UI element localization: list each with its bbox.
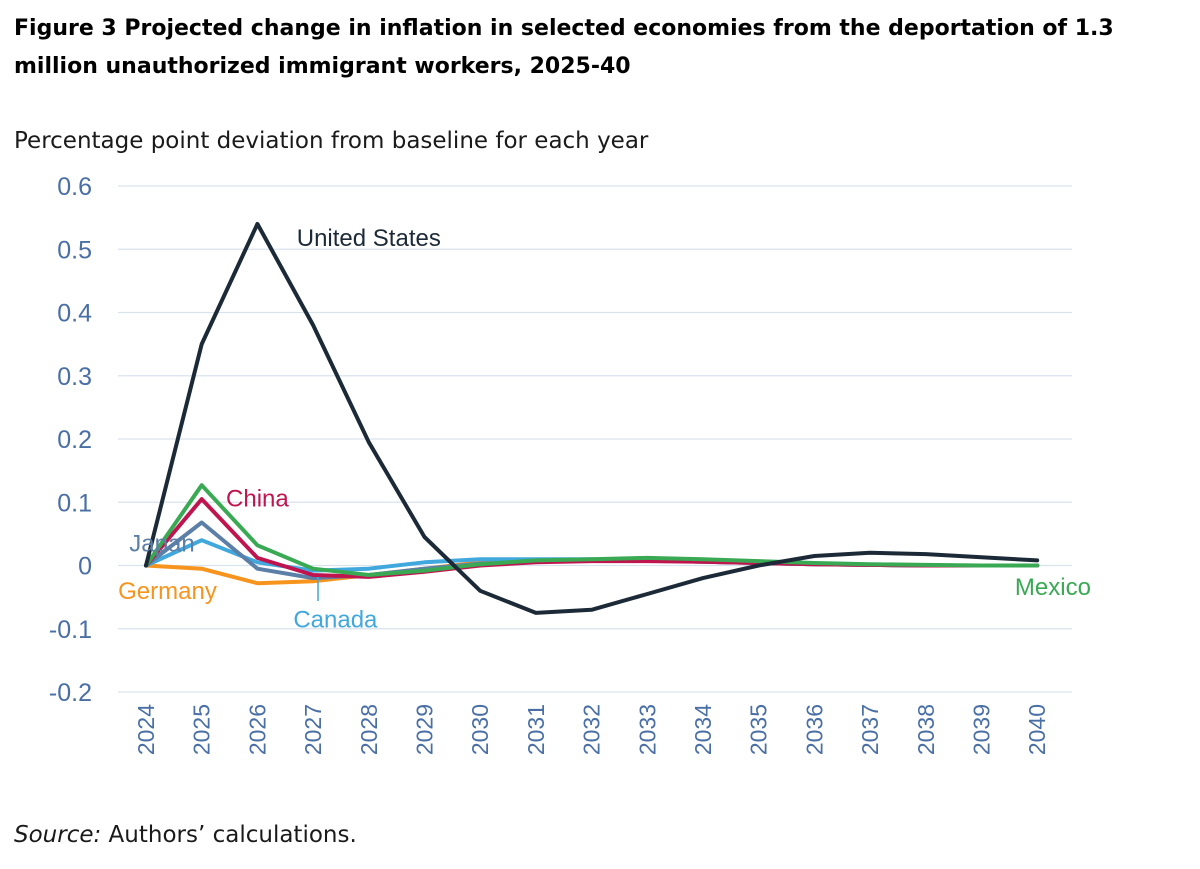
x-tick-label: 2038: [913, 704, 939, 755]
grid-lines: [118, 185, 1072, 693]
x-tick-label: 2033: [634, 704, 660, 755]
x-tick-label: 2024: [133, 704, 159, 755]
series-labels: United States China Japan Germany Canada Mexi…: [118, 225, 1091, 633]
y-tick-label: 0.3: [57, 363, 92, 391]
y-tick-label: 0.4: [57, 300, 92, 328]
x-tick-label: 2040: [1024, 704, 1050, 755]
x-tick-label: 2034: [690, 704, 716, 755]
x-tick-label: 2025: [189, 704, 215, 755]
x-tick-label: 2035: [746, 704, 772, 755]
x-tick-label: 2032: [579, 704, 605, 755]
x-tick-label: 2026: [244, 704, 270, 755]
x-tick-label: 2028: [356, 704, 382, 755]
x-tick-label: 2029: [412, 704, 438, 755]
y-axis-ticks: 0.6 0.5 0.4 0.3 0.2 0.1 0 -0.1 -0.2: [49, 173, 92, 707]
y-tick-label: 0.5: [57, 236, 92, 264]
series-label-china: China: [226, 486, 289, 513]
series-label-japan: Japan: [129, 531, 194, 558]
source-label: Source:: [14, 822, 102, 848]
x-axis-ticks: 2024 2025 2026 2027 2028 2029 2030 2031 2032 2033…: [133, 704, 1050, 755]
source-text: Authors’ calculations.: [101, 822, 357, 848]
y-tick-label: 0.6: [57, 173, 92, 201]
x-tick-label: 2039: [969, 704, 995, 755]
x-tick-label: 2037: [857, 704, 883, 755]
y-tick-label: -0.2: [49, 679, 92, 707]
series-label-united-states: United States: [297, 225, 441, 252]
source-note: Source: Authors’ calculations.: [14, 822, 357, 848]
series-line-japan: [144, 520, 1040, 581]
x-tick-label: 2036: [801, 704, 827, 755]
x-tick-label: 2030: [467, 704, 493, 755]
series-lines: [144, 221, 1040, 615]
x-tick-label: 2031: [523, 704, 549, 755]
y-axis-label: Percentage point deviation from baseline…: [14, 128, 649, 154]
series-label-canada: Canada: [293, 606, 378, 633]
series-line-mexico: [144, 483, 1040, 577]
y-tick-label: -0.1: [49, 616, 92, 644]
y-tick-label: 0.2: [57, 426, 92, 454]
series-line-united-states: [144, 221, 1040, 615]
series-label-mexico: Mexico: [1015, 574, 1091, 601]
x-tick-label: 2027: [300, 704, 326, 755]
y-tick-label: 0: [78, 553, 92, 581]
series-label-germany: Germany: [118, 578, 217, 605]
chart-title: Figure 3 Projected change in inflation i…: [14, 16, 1114, 79]
y-tick-label: 0.1: [57, 489, 92, 517]
